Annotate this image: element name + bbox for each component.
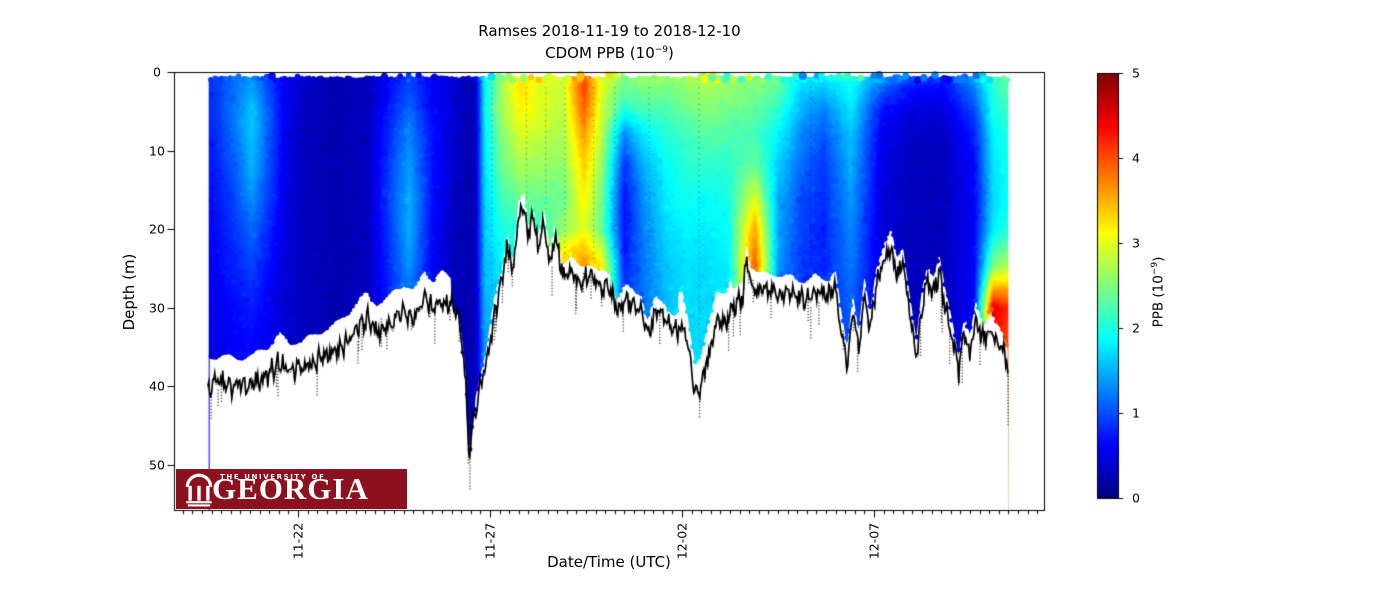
logo-georgia: GEORGIA — [212, 471, 369, 506]
colorbar-tick-label: 2 — [1132, 320, 1140, 336]
x-tick-label: 12-02 — [674, 522, 690, 560]
title-exponent: −9 — [654, 45, 669, 55]
y-tick-label: 0 — [153, 64, 161, 80]
logo-university-of: THE UNIVERSITY OF — [220, 473, 326, 481]
y-tick-label: 30 — [149, 300, 165, 316]
colorbar-tick-label: 1 — [1132, 405, 1140, 421]
x-tick-label: 11-27 — [482, 522, 498, 560]
colorbar-tick-label: 0 — [1132, 490, 1140, 506]
colorbar-label: PPB (10−9) — [1149, 256, 1167, 328]
y-tick-label: 20 — [149, 221, 165, 237]
x-axis-label: Date/Time (UTC) — [547, 553, 671, 571]
y-tick-label: 40 — [149, 378, 165, 394]
plot-title-line2: CDOM PPB (10−9) — [545, 44, 674, 62]
colorbar-tick-label: 5 — [1132, 65, 1140, 81]
plot-title-line1: Ramses 2018-11-19 to 2018-12-10 — [478, 22, 741, 40]
colorbar-tick-label: 4 — [1132, 150, 1140, 166]
y-axis-label: Depth (m) — [120, 253, 138, 331]
y-tick-label: 50 — [149, 457, 165, 473]
uga-arch-icon — [185, 473, 213, 507]
y-tick-label: 10 — [149, 143, 165, 159]
colorbar-tick-label: 3 — [1132, 235, 1140, 251]
x-tick-label: 12-07 — [866, 522, 882, 560]
x-tick-label: 11-22 — [290, 522, 306, 560]
uga-logo: THE UNIVERSITY OF GEORGIA — [176, 469, 407, 509]
